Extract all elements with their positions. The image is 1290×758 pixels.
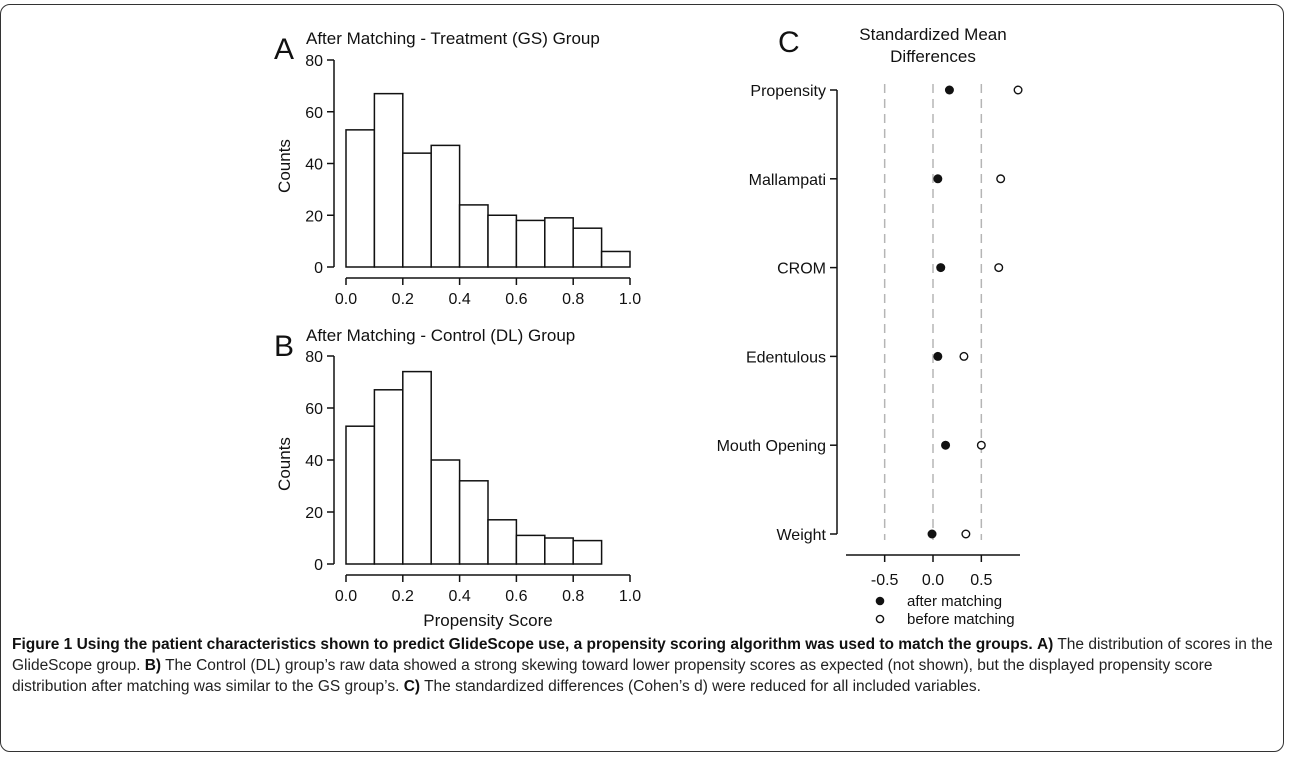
panel-b-y-tick-label-0: 0 <box>314 557 323 574</box>
panel-c-dotplot: C Standardized Mean Differences Propensi… <box>717 25 1023 628</box>
panel-a-bar-2 <box>402 152 432 268</box>
panel-a-bar-7 <box>544 217 574 268</box>
panel-b-bar-2 <box>402 370 432 565</box>
panel-b-x-tick-label-2: 0.4 <box>448 588 470 605</box>
caption-title: Using the patient characteristics shown … <box>72 636 1033 653</box>
panel-b-axes: 0 20 40 60 80 0.0 0.2 0.4 0.6 0.8 1.0 <box>305 349 641 605</box>
panel-b-bar-0 <box>345 425 376 565</box>
caption-figure-label: Figure 1 <box>12 636 73 653</box>
figure-caption: Figure 1 Using the patient characteristi… <box>12 634 1274 697</box>
figure-border <box>0 4 1284 752</box>
panel-c-point-before-4 <box>976 440 986 450</box>
panel-c-point-after-2 <box>936 263 946 273</box>
panel-b-bar-5 <box>487 519 518 565</box>
panel-a-bar-8 <box>572 227 603 268</box>
panel-b-title: After Matching - Control (DL) Group <box>306 326 575 345</box>
panel-a-y-tick-label-3: 60 <box>305 105 323 122</box>
panel-b-y-tick-label-4: 80 <box>305 349 323 366</box>
panel-b-x-tick-label-1: 0.2 <box>392 588 414 605</box>
panel-a-histogram: A After Matching - Treatment (GS) Group … <box>274 29 641 308</box>
caption-a-text: The distribution of scores in the GlideS… <box>12 636 1273 674</box>
panel-a-title: After Matching - Treatment (GS) Group <box>306 29 600 48</box>
panel-c-point-after-1 <box>933 174 943 184</box>
panel-a-y-tick-label-1: 20 <box>305 208 323 225</box>
panel-b-bar-8 <box>572 539 603 565</box>
panel-b-bar-6 <box>515 534 546 565</box>
panel-a-bar-5 <box>487 214 518 268</box>
caption-b-label: B) <box>144 657 162 674</box>
panel-a-bar-4 <box>458 204 489 268</box>
panel-c-category-label-5: Weight <box>776 527 826 544</box>
caption-c-label: C) <box>403 678 421 695</box>
panel-a-x-tick-label-0: 0.0 <box>335 291 357 308</box>
panel-b-y-tick-label-2: 40 <box>305 453 323 470</box>
panel-b-bars <box>345 370 603 565</box>
panel-c-point-after-4 <box>941 440 951 450</box>
panel-a-bars <box>345 92 631 268</box>
panel-a-y-tick-label-2: 40 <box>305 157 323 174</box>
panel-a-bar-9 <box>600 250 631 268</box>
panel-c-x-tick-label-2: 0.5 <box>970 572 992 589</box>
panel-a-x-tick-label-3: 0.6 <box>505 291 527 308</box>
panel-b-x-tick-label-4: 0.8 <box>562 588 584 605</box>
caption-a-label: A) <box>1036 636 1054 653</box>
panel-c-point-before-3 <box>959 351 969 361</box>
panel-c-category-label-4: Mouth Opening <box>717 438 826 455</box>
panel-c-legend-marker-0 <box>875 596 885 606</box>
panel-a-bar-6 <box>515 219 546 268</box>
panel-c-category-label-0: Propensity <box>750 83 826 100</box>
panel-a-x-tick-label-5: 1.0 <box>619 291 641 308</box>
figure-chart-area: A After Matching - Treatment (GS) Group … <box>274 25 1023 630</box>
panel-c-x-tick-label-1: 0.0 <box>922 572 944 589</box>
panel-a-axes: 0 20 40 60 80 0.0 0.2 0.4 0.6 0.8 1.0 <box>305 53 641 308</box>
panel-c-legend-marker-1 <box>875 614 885 624</box>
panel-c-legend-label-0: after matching <box>907 593 1002 610</box>
panel-c-title-line-1: Standardized Mean <box>859 25 1006 44</box>
panel-b-letter: B <box>274 330 294 363</box>
panel-b-y-tick-label-1: 20 <box>305 505 323 522</box>
panel-c-point-after-0 <box>944 85 954 95</box>
panel-c-point-after-3 <box>933 351 943 361</box>
panel-c-point-after-5 <box>927 529 937 539</box>
panel-b-histogram: B After Matching - Control (DL) Group Co… <box>274 326 641 630</box>
panel-c-axes: Propensity Mallampati CROM Edentulous Mouth … <box>717 83 1020 589</box>
panel-c-x-tick-label-0: -0.5 <box>871 572 899 589</box>
panel-c-points <box>927 85 1023 539</box>
panel-a-x-tick-label-2: 0.4 <box>448 291 470 308</box>
panel-c-legend-label-1: before matching <box>907 611 1015 628</box>
panel-b-x-tick-label-3: 0.6 <box>505 588 527 605</box>
panel-b-x-tick-label-0: 0.0 <box>335 588 357 605</box>
panel-a-bar-1 <box>373 92 404 268</box>
panel-b-bar-3 <box>430 459 461 565</box>
panel-c-point-before-0 <box>1013 85 1023 95</box>
panel-b-y-axis-label: Counts <box>275 437 294 491</box>
panel-c-point-before-1 <box>996 174 1006 184</box>
caption-b-text: The Control (DL) group’s raw data showed… <box>12 657 1213 695</box>
panel-c-letter: C <box>778 26 800 59</box>
panel-c-title-line-2: Differences <box>890 47 976 66</box>
panel-c-point-before-5 <box>961 529 971 539</box>
caption-c-text: The standardized differences (Cohen’s d)… <box>420 678 981 695</box>
panel-a-x-tick-label-4: 0.8 <box>562 291 584 308</box>
panel-a-y-axis-label: Counts <box>275 139 294 193</box>
panel-c-reference-lines <box>883 84 983 540</box>
panel-c-category-label-2: CROM <box>777 261 826 278</box>
panel-a-y-tick-label-0: 0 <box>314 260 323 277</box>
panel-b-y-tick-label-3: 60 <box>305 401 323 418</box>
panel-b-x-tick-label-5: 1.0 <box>619 588 641 605</box>
panel-b-x-axis-label: Propensity Score <box>423 611 552 630</box>
panel-b-bar-1 <box>373 389 404 565</box>
panel-a-letter: A <box>274 33 294 66</box>
panel-b-bar-4 <box>458 480 489 565</box>
panel-b-bar-7 <box>544 537 574 565</box>
panel-c-category-label-3: Edentulous <box>746 349 826 366</box>
panel-c-point-before-2 <box>994 263 1004 273</box>
panel-a-x-tick-label-1: 0.2 <box>392 291 414 308</box>
panel-c-category-label-1: Mallampati <box>749 172 826 189</box>
panel-a-y-tick-label-4: 80 <box>305 53 323 70</box>
